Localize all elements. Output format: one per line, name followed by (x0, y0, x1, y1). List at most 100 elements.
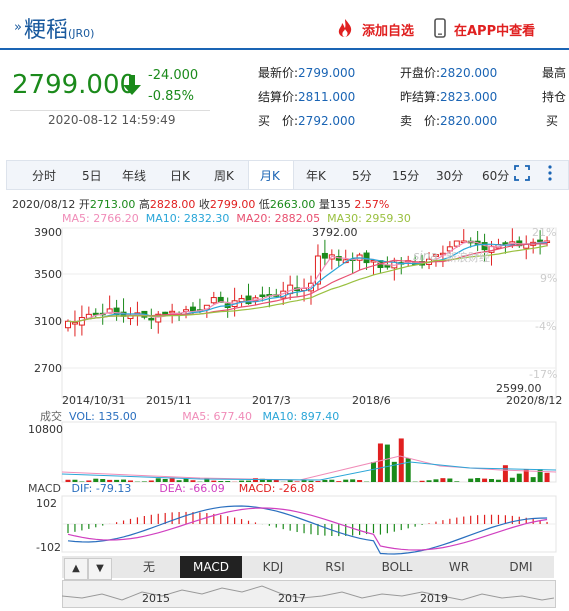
ma30-line (67, 245, 548, 323)
volume-bar (127, 480, 133, 482)
y-tick-3500: 3500 (34, 268, 62, 281)
x-tick-1: 2015/11 (146, 394, 192, 407)
tab-week-k[interactable]: 周K (214, 169, 234, 183)
volume-bar (100, 479, 106, 482)
fullscreen-icon[interactable] (514, 165, 530, 181)
pct-tick-9: 9% (540, 272, 558, 285)
quote-latest: 最新价:2799.000 (258, 66, 356, 80)
x-tick-0: 2014/10/31 (62, 394, 126, 407)
volume-bar (107, 479, 113, 482)
min-price-label: 2599.00 (496, 382, 542, 395)
macd-dea-line (67, 507, 548, 551)
scroll-down-button[interactable]: ▼ (88, 558, 112, 580)
watermark: 新浪财经 (446, 251, 490, 264)
tab-30min[interactable]: 30分 (436, 169, 464, 183)
volume-bar (176, 480, 182, 482)
volume-bar (252, 478, 258, 482)
x-tick-3: 2018/6 (352, 394, 391, 407)
volume-bar (509, 477, 515, 482)
double-chevron-icon: » (14, 20, 22, 35)
tab-year-line[interactable]: 年线 (122, 169, 147, 183)
more-menu-icon[interactable] (546, 164, 554, 182)
volume-bar (426, 480, 432, 482)
volume-bar (169, 478, 175, 482)
indicator-macd[interactable]: MACD (180, 556, 242, 578)
candle-body (148, 317, 155, 321)
indicator-boll[interactable]: BOLL (381, 560, 413, 574)
volume-bar (419, 480, 425, 482)
volume-bar (86, 480, 92, 482)
tab-day-k[interactable]: 日K (170, 169, 190, 183)
quote-bid: 买 价:2792.000 (258, 114, 356, 128)
volume-bar (190, 480, 196, 482)
phone-icon (434, 18, 446, 38)
tab-60min[interactable]: 60分 (482, 169, 510, 183)
candle-body (238, 298, 245, 303)
quote-ask: 卖 价:2820.000 (400, 114, 498, 128)
candle-body (446, 246, 453, 252)
volume-bar (65, 479, 71, 482)
volume-legend: 成交 VOL: 135.00 MA5: 677.40 MA10: 897.40 (40, 410, 340, 423)
candle-body (384, 265, 391, 268)
tab-fenshi[interactable]: 分时 (32, 169, 57, 183)
ma30-legend: MA30: 2959.30 (327, 212, 411, 225)
header-bar (0, 0, 569, 50)
view-in-app-label: 在APP中查看 (454, 24, 536, 39)
indicator-wr[interactable]: WR (448, 560, 470, 574)
macd-ytop: 102 (36, 497, 57, 510)
volume-bar (523, 469, 529, 482)
tab-5day[interactable]: 5日 (82, 169, 102, 183)
macd-legend: MACD DIF: -79.13 DEA: -66.09 MACD: -26.0… (28, 482, 315, 495)
volume-bar (384, 444, 390, 482)
tab-year-k[interactable]: 年K (306, 169, 326, 183)
volume-bar (287, 480, 293, 482)
volume-bar (468, 478, 474, 482)
tab-month-k[interactable]: 月K (260, 169, 280, 183)
ma10-legend: MA10: 2832.30 (145, 212, 230, 225)
candle-body (259, 294, 266, 298)
watermark-logo: sina (413, 249, 438, 263)
quote-time: 2020-08-12 14:59:49 (48, 113, 176, 127)
x-tick-4: 2020/8/12 (506, 394, 563, 407)
candle-body (189, 306, 196, 312)
candle-body (71, 322, 78, 325)
volume-bar (357, 480, 363, 482)
volume-bar (495, 479, 501, 482)
tab-15min[interactable]: 15分 (392, 169, 420, 183)
quote-high: 最高 (542, 66, 567, 80)
volume-bar (141, 481, 147, 482)
candle-body (453, 240, 460, 247)
indicator-kdj[interactable]: KDJ (262, 560, 284, 574)
candle-body (113, 307, 120, 316)
indicator-rsi[interactable]: RSI (325, 560, 345, 574)
volume-bar (225, 481, 231, 482)
volume-bar (502, 465, 508, 482)
volume-bar (489, 478, 495, 482)
y-tick-3100: 3100 (34, 315, 62, 328)
ma20-legend: MA20: 2882.05 (236, 212, 321, 225)
max-price-label: 3792.00 (312, 226, 358, 239)
scroll-up-button[interactable]: ▲ (64, 558, 88, 580)
volume-bar (211, 480, 217, 482)
quote-hold: 持仓 (542, 90, 567, 104)
add-watchlist-label: 添加自选 (362, 24, 415, 39)
candle-body (245, 295, 252, 305)
indicator-dmi[interactable]: DMI (509, 560, 533, 574)
pct-tick-21: 21% (532, 226, 557, 239)
volume-bar (433, 479, 439, 482)
quote-prev-settle: 昨结算:2823.000 (400, 90, 498, 104)
ma-legend: MA5: 2766.20 MA10: 2832.30 MA20: 2882.05… (62, 212, 411, 225)
volume-bar (155, 478, 161, 482)
volume-bar (266, 479, 272, 482)
volume-bar (204, 478, 210, 482)
tab-5min[interactable]: 5分 (352, 169, 372, 183)
volume-bar (370, 461, 376, 482)
indicator-none[interactable]: 无 (142, 560, 155, 574)
range-navigator[interactable] (62, 580, 556, 608)
candle-body (314, 255, 321, 285)
candle-body (106, 308, 113, 314)
triangle-up-icon: ▲ (72, 563, 80, 574)
volume-bar (405, 458, 411, 482)
candle-body (65, 320, 71, 329)
kline-chart[interactable] (0, 226, 569, 556)
